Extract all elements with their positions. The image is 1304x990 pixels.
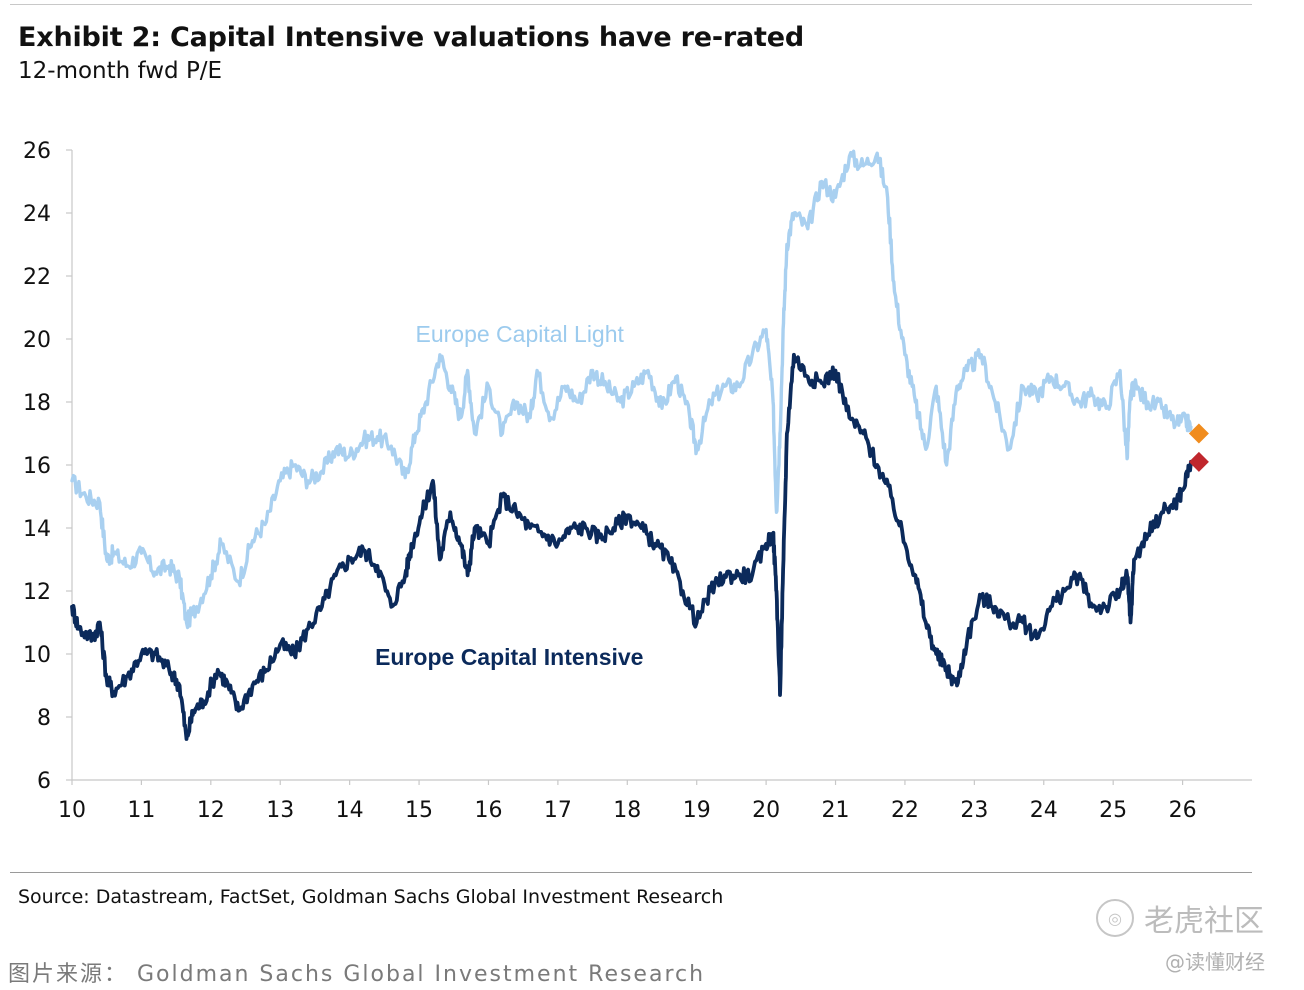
top-rule	[10, 4, 1252, 5]
y-tick-label: 12	[23, 580, 51, 605]
x-tick-label: 23	[960, 798, 988, 823]
series-group	[70, 149, 1209, 741]
chart-subtitle: 12-month fwd P/E	[18, 58, 223, 84]
x-tick-label: 21	[822, 798, 850, 823]
series-label-capital-light: Europe Capital Light	[415, 321, 624, 347]
watermark-brand: 老虎社区	[1144, 904, 1264, 939]
tiger-logo-icon: ◎	[1096, 899, 1134, 937]
x-tick-label: 24	[1030, 798, 1058, 823]
annotation-group: Europe Capital Light Europe Capital Inten…	[375, 321, 643, 670]
series-label-capital-intensive: Europe Capital Intensive	[375, 644, 643, 670]
y-tick-label: 24	[23, 202, 51, 227]
y-tick-label: 26	[23, 139, 51, 164]
x-tick-label: 10	[58, 798, 86, 823]
source-note: Source: Datastream, FactSet, Goldman Sac…	[18, 886, 724, 908]
y-tick-label: 22	[23, 265, 51, 290]
y-tick-label: 10	[23, 643, 51, 668]
x-tick-label: 11	[127, 798, 155, 823]
x-tick-label: 15	[405, 798, 433, 823]
watermark-handle: @读懂财经	[1165, 950, 1265, 974]
y-tick-label: 20	[23, 328, 51, 353]
x-tick-label: 18	[613, 798, 641, 823]
end-marker-capital-intensive	[1188, 451, 1209, 472]
x-tick-label: 12	[197, 798, 225, 823]
chart-title: Exhibit 2: Capital Intensive valuations …	[18, 22, 804, 53]
y-tick-label: 16	[23, 454, 51, 479]
series-line-capital-light	[70, 149, 1193, 630]
x-tick-label: 14	[336, 798, 364, 823]
y-axis: 6 8 10 12 14 16 18 20 22 24 26	[23, 139, 73, 794]
image-source-note: 图片来源： Goldman Sachs Global Investment Re…	[8, 962, 706, 987]
x-axis: 10 11 12 13 14 15 16 17 18 19 20 21 22 23 24 25 26	[58, 779, 1252, 823]
y-tick-label: 8	[37, 706, 51, 731]
x-tick-label: 20	[752, 798, 780, 823]
x-tick-label: 22	[891, 798, 919, 823]
x-tick-label: 26	[1169, 798, 1197, 823]
series-line-capital-intensive	[70, 352, 1193, 741]
end-marker-capital-light	[1188, 423, 1209, 444]
x-tick-label: 19	[683, 798, 711, 823]
x-tick-label: 13	[266, 798, 294, 823]
source-rule	[10, 872, 1252, 873]
x-tick-label: 25	[1099, 798, 1127, 823]
y-tick-label: 14	[23, 517, 51, 542]
x-tick-label: 16	[474, 798, 502, 823]
y-tick-label: 18	[23, 391, 51, 416]
y-tick-label: 6	[37, 769, 51, 794]
watermark: ◎ 老虎社区	[1096, 896, 1264, 940]
x-tick-label: 17	[544, 798, 572, 823]
